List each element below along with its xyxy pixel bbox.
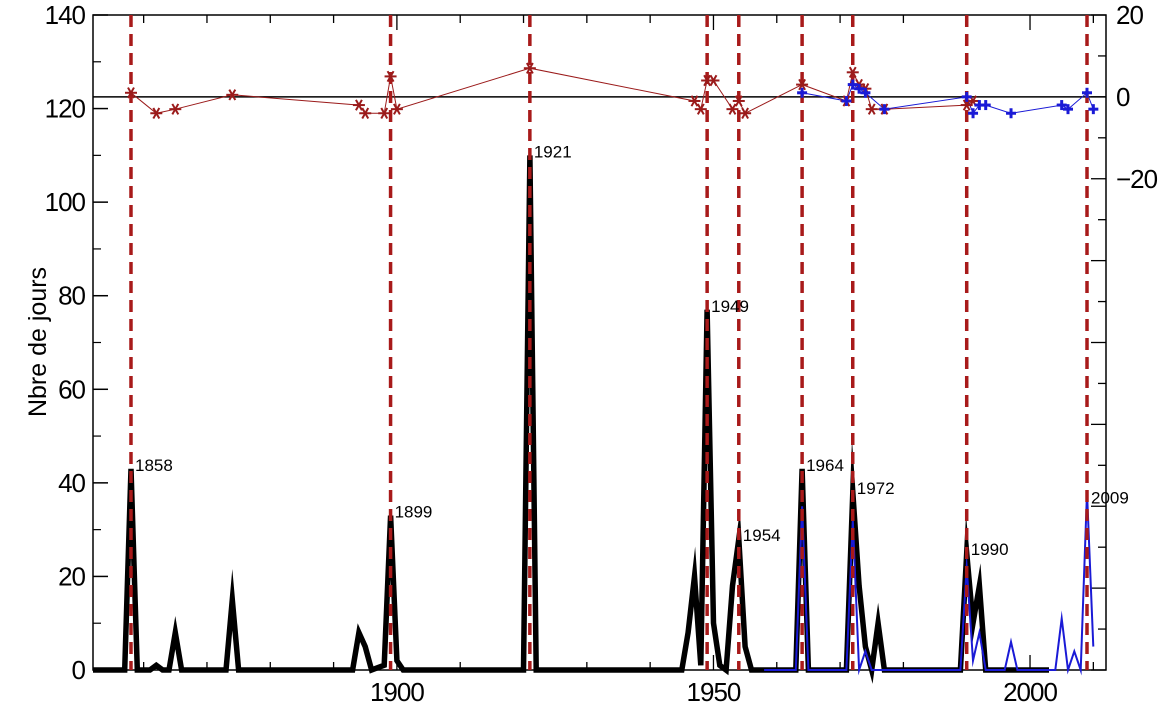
left-tick-label: 20: [58, 561, 85, 591]
asterisk-marker: [865, 103, 878, 115]
left-tick-marks: [93, 14, 108, 671]
series-blue-line: [764, 492, 1095, 676]
asterisk-marker: [694, 103, 707, 115]
x-tick-label: 1900: [370, 677, 424, 703]
asterisk-marker: [739, 107, 752, 119]
left-tick-label: 0: [72, 655, 86, 685]
asterisk-marker: [378, 107, 391, 119]
annotation-label: 2009: [1091, 489, 1129, 508]
asterisk-marker: [359, 107, 372, 119]
annotation-label: 1858: [135, 456, 173, 475]
left-tick-label: 140: [45, 0, 86, 30]
y-axis-label: Nbre de jours: [24, 267, 52, 417]
asterisk-marker: [688, 95, 701, 107]
plus-marker: [879, 104, 890, 115]
asterisk-marker: [707, 74, 720, 87]
plus-marker: [1082, 87, 1093, 98]
asterisk-marker: [352, 99, 365, 111]
annotation-label: 1921: [534, 142, 572, 161]
asterisk-marker: [726, 103, 739, 115]
annotation-label: 1964: [806, 456, 844, 475]
left-tick-label: 120: [45, 94, 86, 124]
plus-marker: [968, 108, 979, 119]
series-layer: [93, 67, 1095, 684]
asterisk-marker: [124, 87, 137, 99]
left-tick-label: 40: [58, 468, 85, 498]
left-tick-labels: 0 20 40 60 80 100 120 140: [45, 0, 87, 685]
x-tick-label: 1950: [687, 677, 741, 703]
asterisk-marker: [732, 95, 745, 107]
asterisk-marker: [846, 66, 859, 79]
plus-marker: [980, 100, 991, 111]
asterisk-marker: [226, 89, 239, 101]
plus-marker: [797, 87, 808, 98]
right-tick-label: 20: [1116, 0, 1143, 30]
plus-marker: [854, 83, 865, 94]
annotation-label: 1949: [711, 297, 749, 316]
right-tick-label: 0: [1116, 82, 1130, 112]
annotation-label: 1990: [971, 540, 1009, 559]
year-annotations: 1858 1899 1921 1949 1954 1964 1972 1990 2009: [135, 142, 1129, 559]
right-tick-label: −20: [1116, 164, 1158, 194]
asterisk-marker: [384, 70, 397, 83]
plus-marker: [1006, 108, 1017, 119]
left-tick-label: 60: [58, 374, 85, 404]
annotation-label: 1899: [395, 503, 433, 522]
series-black-line: [93, 155, 1049, 684]
asterisk-marker: [523, 62, 536, 74]
series-red-connector: [130, 67, 974, 114]
plus-marker: [841, 95, 852, 106]
plus-marker: [847, 79, 858, 90]
left-tick-label: 100: [45, 187, 86, 217]
plus-marker: [1088, 104, 1099, 115]
plot-frame: [92, 14, 1107, 671]
asterisk-marker: [390, 103, 403, 115]
annotation-label: 1972: [857, 479, 895, 498]
asterisk-marker: [169, 103, 182, 115]
asterisk-marker: [796, 78, 809, 91]
event-vertical-lines: [129, 15, 1089, 670]
annotation-label: 1954: [743, 526, 781, 545]
left-tick-label: 80: [58, 281, 85, 311]
plus-marker: [1056, 100, 1067, 111]
plus-marker: [860, 87, 871, 98]
right-tick-labels: 20 0 −20: [1116, 0, 1159, 194]
x-tick-label: 2000: [1003, 677, 1057, 703]
plus-marker: [961, 91, 972, 102]
marker-layer: [124, 62, 1099, 119]
asterisk-marker: [150, 107, 163, 119]
x-axis-ticks: 1900 1950 2000: [142, 15, 1094, 703]
plus-marker: [1063, 104, 1074, 115]
